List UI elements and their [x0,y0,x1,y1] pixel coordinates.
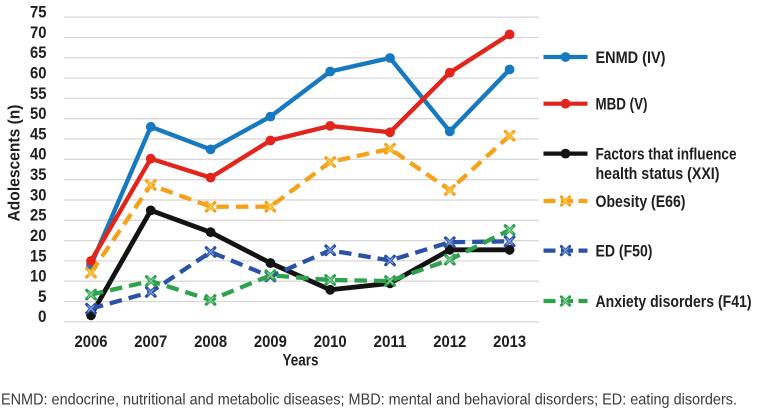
svg-text:50: 50 [30,104,47,123]
svg-text:Adolescents (n): Adolescents (n) [5,105,24,222]
svg-text:45: 45 [30,124,47,143]
svg-text:60: 60 [30,64,47,83]
svg-text:ENMD: endocrine, nutritional a: ENMD: endocrine, nutritional and metabol… [1,392,737,409]
svg-text:10: 10 [30,267,47,286]
svg-text:0: 0 [38,307,47,326]
svg-text:55: 55 [30,84,47,103]
svg-text:2008: 2008 [194,332,227,351]
svg-text:Factors that influence: Factors that influence [596,145,737,164]
svg-text:5: 5 [38,287,47,306]
svg-text:15: 15 [30,246,47,265]
svg-text:ED (F50): ED (F50) [596,242,653,261]
svg-text:MBD (V): MBD (V) [596,95,648,114]
svg-text:2010: 2010 [314,332,347,351]
svg-text:Years: Years [283,351,319,370]
svg-text:health status (XXI): health status (XXI) [596,164,720,183]
svg-text:2009: 2009 [254,332,287,351]
svg-text:20: 20 [30,226,47,245]
svg-text:2006: 2006 [75,332,108,351]
svg-text:2007: 2007 [134,332,167,351]
svg-text:ENMD (IV): ENMD (IV) [596,48,666,67]
svg-text:2013: 2013 [493,332,526,351]
svg-text:40: 40 [30,145,47,164]
svg-text:35: 35 [30,165,47,184]
svg-text:2011: 2011 [374,332,407,351]
svg-text:75: 75 [30,3,47,22]
svg-text:70: 70 [30,23,47,42]
svg-text:25: 25 [30,206,47,225]
svg-text:30: 30 [30,185,47,204]
svg-text:Obesity (E66): Obesity (E66) [596,192,686,211]
svg-text:Anxiety disorders (F41): Anxiety disorders (F41) [596,292,752,311]
svg-text:65: 65 [30,43,47,62]
svg-text:2012: 2012 [433,332,466,351]
